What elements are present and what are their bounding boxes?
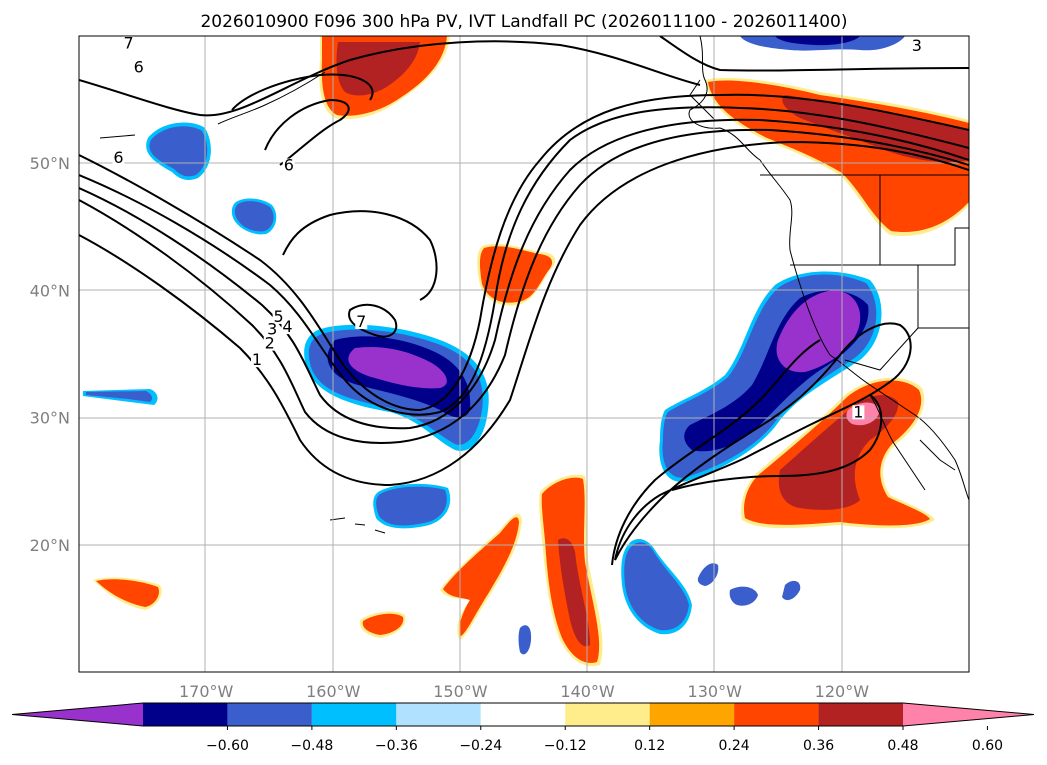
contour-label: 7 (123, 33, 133, 52)
contour-label: 6 (134, 58, 144, 77)
contour-label-bg (266, 322, 279, 337)
colorbar-tick-label: 0.12 (634, 738, 665, 754)
lat-tick-label: 30°N (30, 409, 70, 428)
lon-tick-label: 140°W (560, 682, 615, 701)
contour-label-bg (251, 353, 263, 368)
map-frame (78, 35, 970, 673)
contour-label-bg (263, 336, 276, 351)
lon-tick-label: 120°W (815, 682, 870, 701)
colorbar-tick-label: 0.24 (719, 738, 750, 754)
chart-title: 2026010900 F096 300 hPa PV, IVT Landfall… (200, 12, 847, 32)
colorbar-tick-label: −0.60 (206, 738, 249, 754)
contour-label: 7 (356, 312, 366, 331)
pv-contours (79, 36, 969, 566)
colorbar-swatch (734, 703, 819, 726)
colorbar-tick-label: 0.36 (803, 738, 834, 754)
contour-label-bg (112, 150, 125, 165)
colorbar-swatch (311, 703, 397, 726)
colorbar-extend-high (903, 703, 1034, 726)
contour-label-bg (122, 36, 135, 51)
colorbar-outline (11, 702, 1035, 727)
colorbar-extend-low (12, 703, 143, 726)
latitude-labels: 50°N 40°N 30°N 20°N (30, 154, 70, 555)
colorbar-tick-label: −0.24 (459, 738, 502, 754)
colorbar-swatch (143, 703, 228, 726)
colorbar-swatch (818, 703, 903, 726)
coastlines (99, 36, 969, 534)
contour-label: 3 (267, 320, 277, 339)
contour-label: 4 (282, 317, 292, 336)
contour-label: 2 (265, 334, 275, 353)
colorbar: −0.60 −0.48 −0.36 −0.24 −0.12 0.12 0.24 0.36 0.4… (11, 702, 1035, 754)
map-area (79, 36, 969, 672)
colorbar-swatch (480, 703, 566, 726)
lon-tick-label: 130°W (688, 682, 743, 701)
contour-label-bg (355, 315, 368, 330)
contour-label: 1 (853, 402, 863, 421)
contour-label-bg (281, 320, 294, 335)
lat-tick-label: 50°N (30, 154, 70, 173)
gridlines (79, 36, 969, 672)
colorbar-swatch (227, 703, 312, 726)
colorbar-tick-label: −0.12 (544, 738, 587, 754)
contour-label: 5 (274, 307, 284, 326)
lon-tick-label: 160°W (306, 682, 361, 701)
contour-label: 3 (912, 36, 922, 55)
colorbar-swatch (649, 703, 735, 726)
contour-label: 6 (284, 156, 294, 175)
negative-anomaly-fills (83, 36, 905, 655)
contour-label-bg (852, 405, 865, 420)
lat-tick-label: 40°N (30, 281, 70, 300)
colorbar-swatch (565, 703, 650, 726)
contour-label-bg (132, 60, 145, 75)
contour-label: 1 (252, 350, 262, 369)
colorbar-swatch (396, 703, 481, 726)
lat-tick-label: 20°N (30, 536, 70, 555)
longitude-labels: 170°W 160°W 150°W 140°W 130°W 120°W (179, 682, 869, 701)
colorbar-tick-label: −0.48 (290, 738, 333, 754)
colorbar-tick-label: 0.60 (972, 738, 1003, 754)
colorbar-tick-label: −0.36 (375, 738, 418, 754)
lon-tick-label: 150°W (433, 682, 488, 701)
contour-label-bg (282, 158, 295, 173)
lon-tick-label: 170°W (179, 682, 234, 701)
contour-label: 6 (113, 148, 123, 167)
colorbar-tick-label: 0.48 (887, 738, 918, 754)
contour-label-bg (910, 38, 923, 53)
